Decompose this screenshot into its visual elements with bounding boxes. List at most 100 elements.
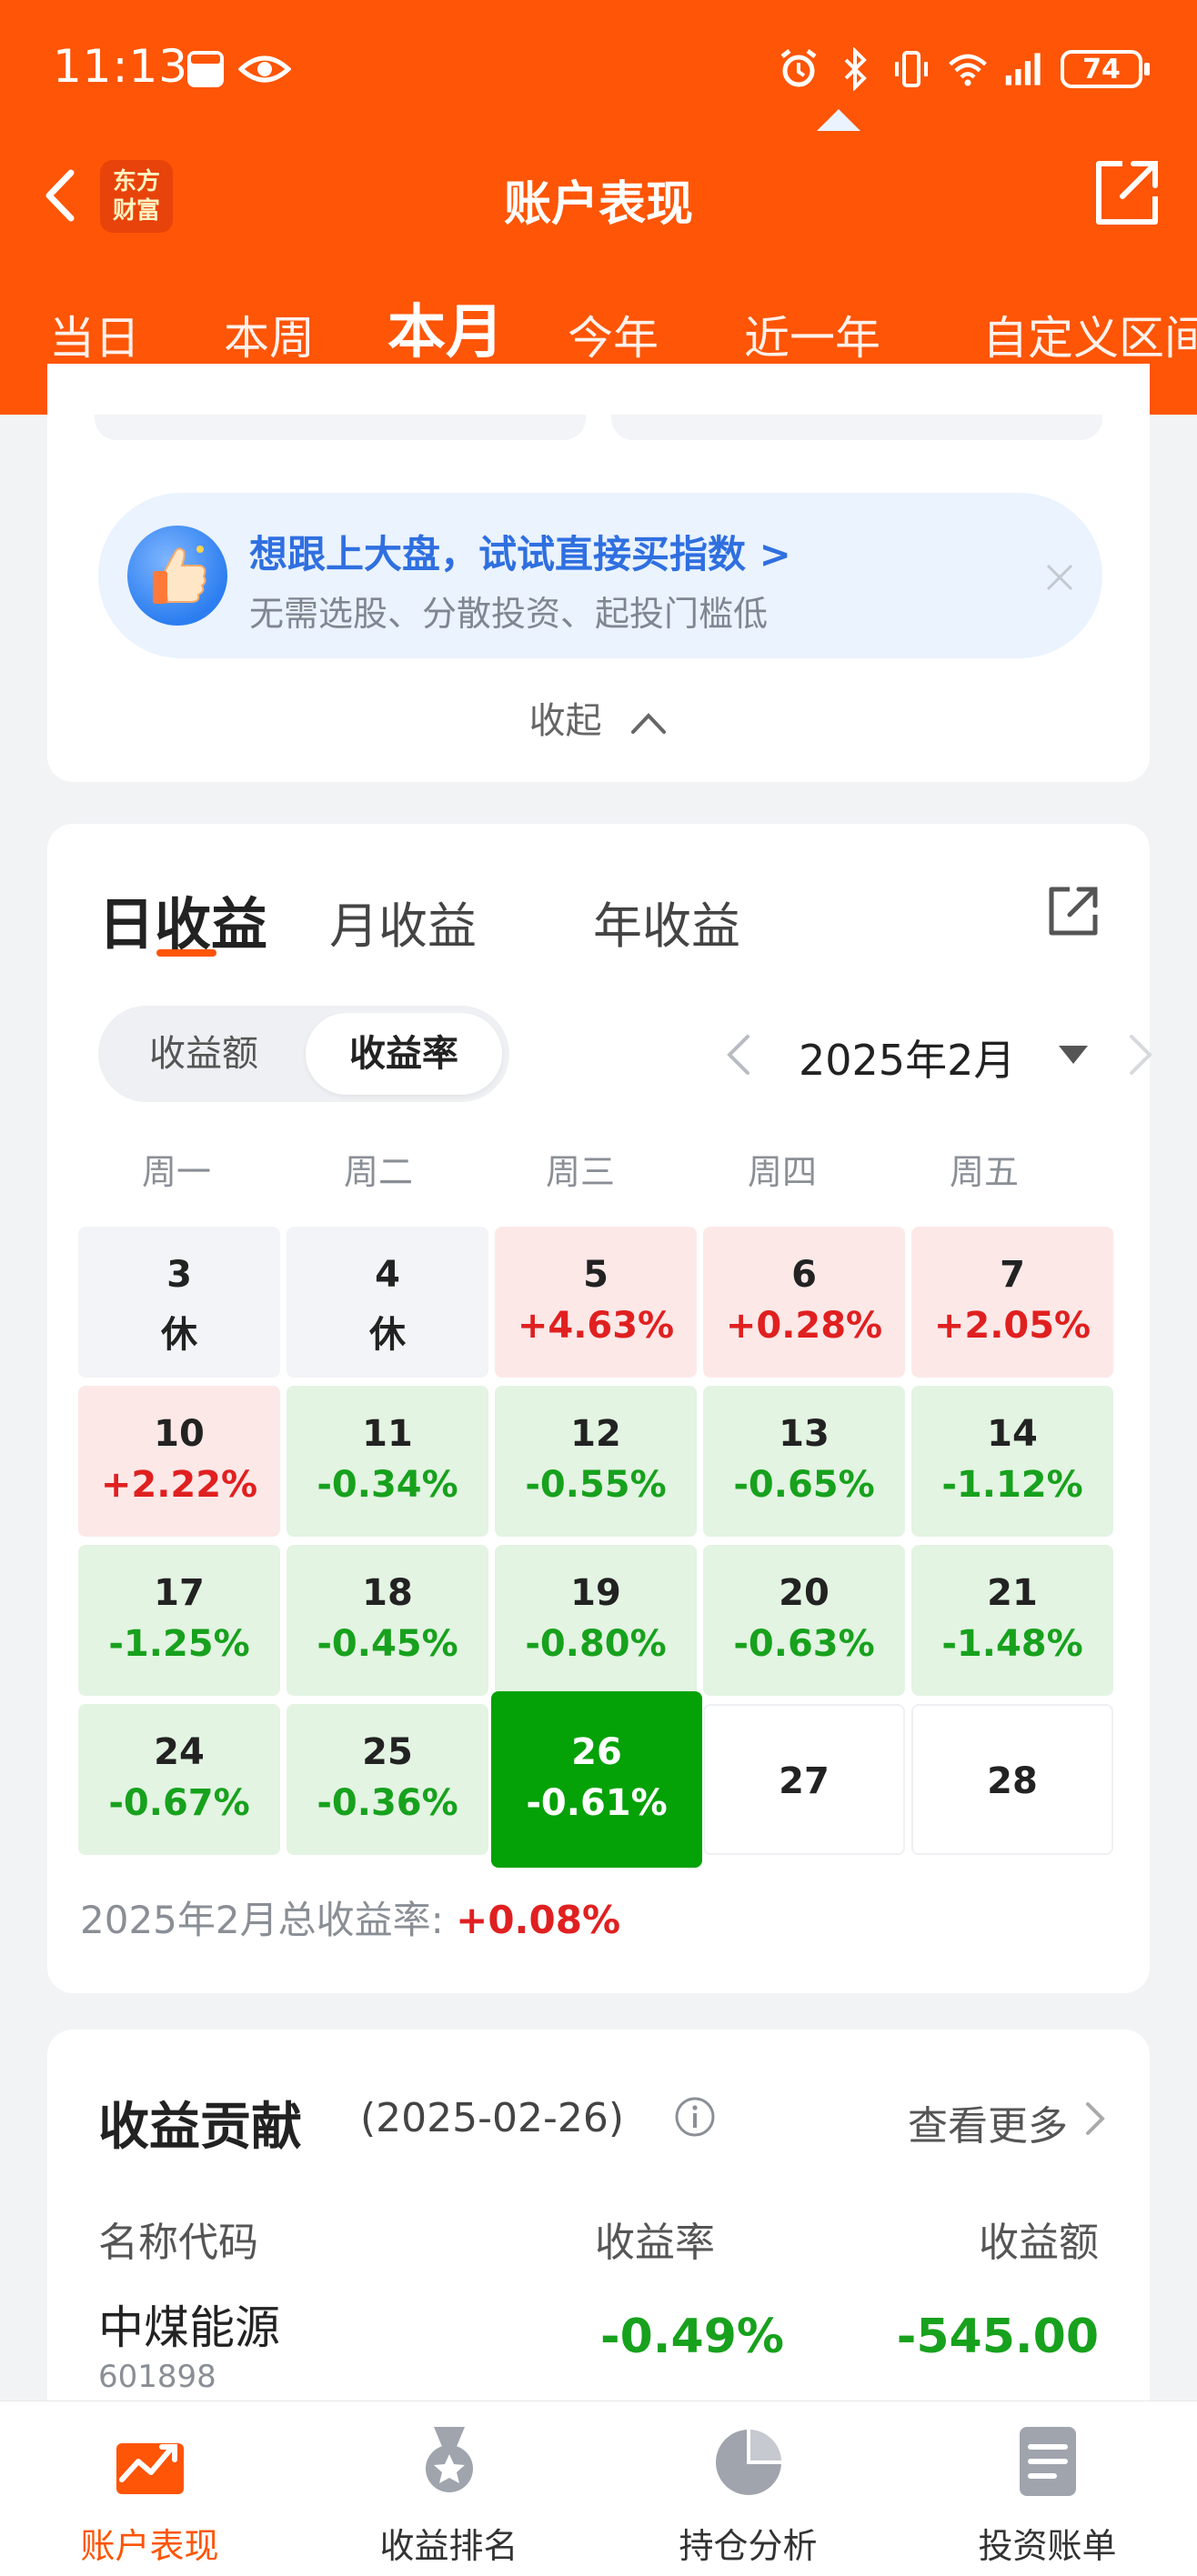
calendar-day-number: 18 [362, 1572, 413, 1614]
income-calendar-card: 日收益 月收益 年收益 收益额 收益率 2025年2月 周一 周二 周三 周四 … [47, 824, 1152, 1993]
calendar-day[interactable]: 21 -1.48% [911, 1545, 1113, 1696]
calendar-day-number: 24 [154, 1731, 205, 1773]
column-header-amount[interactable]: 收益额 [979, 2220, 1099, 2266]
share-icon[interactable] [1090, 156, 1162, 229]
month-selector: 2025年2月 [675, 1011, 1152, 1098]
calendar-day[interactable]: 20 -0.63% [703, 1545, 905, 1696]
calendar-day[interactable]: 25 -0.36% [287, 1704, 488, 1855]
calendar-day-return: +2.22% [100, 1464, 258, 1506]
nav-label: 投资账单 [978, 2526, 1117, 2566]
bluetooth-icon [844, 47, 867, 91]
vibrate-icon [895, 51, 928, 87]
close-icon[interactable] [1039, 556, 1081, 598]
calendar-day[interactable]: 17 -1.25% [78, 1545, 280, 1696]
column-header-rate[interactable]: 收益率 [595, 2220, 715, 2266]
wifi-icon [949, 54, 987, 86]
summary-stub-left [95, 415, 586, 440]
view-more-link[interactable]: 查看更多 [908, 2103, 1068, 2150]
stock-code: 601898 [98, 2359, 216, 2395]
calendar-day-number: 4 [375, 1254, 400, 1296]
chevron-left-icon[interactable] [717, 1031, 762, 1078]
calendar-day[interactable]: 14 -1.12% [911, 1386, 1113, 1537]
contribution-date: (2025-02-26) [360, 2095, 625, 2141]
calendar-day[interactable]: 24 -0.67% [78, 1704, 280, 1855]
thumbs-up-icon [127, 526, 227, 626]
tab-week[interactable]: 本周 [224, 312, 315, 365]
calendar-day-number: 20 [779, 1572, 830, 1614]
tab-last-year[interactable]: 近一年 [744, 312, 880, 365]
calendar-day-number: 3 [166, 1254, 192, 1296]
tab-today[interactable]: 当日 [49, 312, 140, 365]
calendar-day-number: 11 [362, 1413, 413, 1455]
nav-item-income-ranking[interactable]: 收益排名 [299, 2401, 598, 2576]
calendar-day[interactable]: 12 -0.55% [495, 1386, 697, 1537]
weekday-thu: 周四 [747, 1152, 817, 1192]
nav-item-position-analysis[interactable]: 持仓分析 [598, 2401, 898, 2576]
tab-custom-range[interactable]: 自定义区间 [982, 312, 1197, 365]
calendar-day-number: 12 [570, 1413, 621, 1455]
calendar-day-selected[interactable]: 26 -0.61% [491, 1691, 702, 1868]
info-icon[interactable] [673, 2095, 717, 2139]
monthly-total-label: 2025年2月总收益率: [80, 1898, 457, 1942]
tab-daily-income[interactable]: 日收益 [98, 891, 268, 957]
calendar-day-rest-label: 休 [161, 1314, 197, 1356]
calendar-day-return: -1.48% [941, 1623, 1083, 1665]
calendar-day[interactable]: 11 -0.34% [287, 1386, 488, 1537]
chevron-right-icon[interactable] [1081, 2099, 1108, 2139]
calendar-day[interactable]: 7 +2.05% [911, 1227, 1113, 1378]
monthly-total: 2025年2月总收益率: +0.08% [80, 1889, 620, 1945]
app-logo: 东方 财富 [100, 160, 173, 233]
calendar-day-number: 6 [791, 1254, 817, 1296]
calendar-day[interactable]: 19 -0.80% [495, 1545, 697, 1696]
promo-pointer [817, 109, 860, 131]
calendar-day-number: 5 [583, 1254, 609, 1296]
tab-yearly-income[interactable]: 年收益 [593, 897, 740, 955]
calendar-day[interactable]: 5 +4.63% [495, 1227, 697, 1378]
metric-toggle: 收益额 收益率 [98, 1006, 509, 1102]
dropdown-arrow-icon[interactable] [1059, 1046, 1088, 1064]
calendar-day[interactable]: 13 -0.65% [703, 1386, 905, 1537]
promo-banner[interactable] [98, 493, 1102, 658]
promo-subtitle: 无需选股、分散投资、起投门槛低 [249, 594, 769, 634]
weekday-fri: 周五 [949, 1152, 1019, 1192]
tab-month[interactable]: 本月 [387, 299, 504, 366]
calendar-day-return: -0.67% [108, 1782, 250, 1824]
calendar-icon [187, 51, 224, 87]
tab-year[interactable]: 今年 [568, 312, 659, 365]
calendar-day[interactable]: 18 -0.45% [287, 1545, 488, 1696]
month-label[interactable]: 2025年2月 [799, 1036, 1016, 1085]
nav-item-investment-bill[interactable]: 投资账单 [898, 2401, 1197, 2576]
toggle-income-rate[interactable]: 收益率 [306, 1013, 502, 1095]
calendar-day-return: +4.63% [517, 1305, 675, 1347]
collapse-button[interactable]: 收起 [47, 691, 1150, 744]
summary-stub-right [611, 415, 1102, 440]
weekday-tue: 周二 [343, 1152, 413, 1192]
calendar-day-number: 10 [154, 1413, 205, 1455]
tab-monthly-income[interactable]: 月收益 [329, 897, 477, 955]
nav-bar: 东方 财富 账户表现 [0, 136, 1197, 255]
calendar-day-number: 14 [987, 1413, 1038, 1455]
section-title: 收益贡献 [98, 2098, 302, 2157]
column-header-name: 名称代码 [98, 2220, 258, 2266]
calendar-day[interactable]: 10 +2.22% [78, 1386, 280, 1537]
battery-level: 74 [1082, 53, 1121, 85]
calendar-day: 27 [703, 1704, 905, 1855]
promo-title[interactable]: 想跟上大盘，试试直接买指数 > [249, 532, 791, 576]
nav-item-account-performance[interactable]: 账户表现 [0, 2401, 299, 2576]
toggle-income-amount[interactable]: 收益额 [149, 1033, 258, 1075]
stock-amount: -545.00 [896, 2310, 1099, 2364]
back-arrow-icon[interactable] [36, 164, 82, 227]
calendar-day-return: -0.34% [317, 1464, 458, 1506]
calendar-day-number: 28 [987, 1760, 1038, 1802]
calendar-day-number: 7 [1000, 1254, 1025, 1296]
collapse-label: 收起 [528, 700, 602, 742]
calendar-day[interactable]: 6 +0.28% [703, 1227, 905, 1378]
share-icon[interactable] [1044, 882, 1102, 940]
stock-name[interactable]: 中煤能源 [98, 2301, 280, 2354]
stock-rate: -0.49% [600, 2310, 784, 2364]
calendar-day-number: 27 [779, 1760, 830, 1802]
status-bar: 11:13 [0, 0, 1197, 136]
chevron-right-icon[interactable] [1117, 1031, 1162, 1078]
